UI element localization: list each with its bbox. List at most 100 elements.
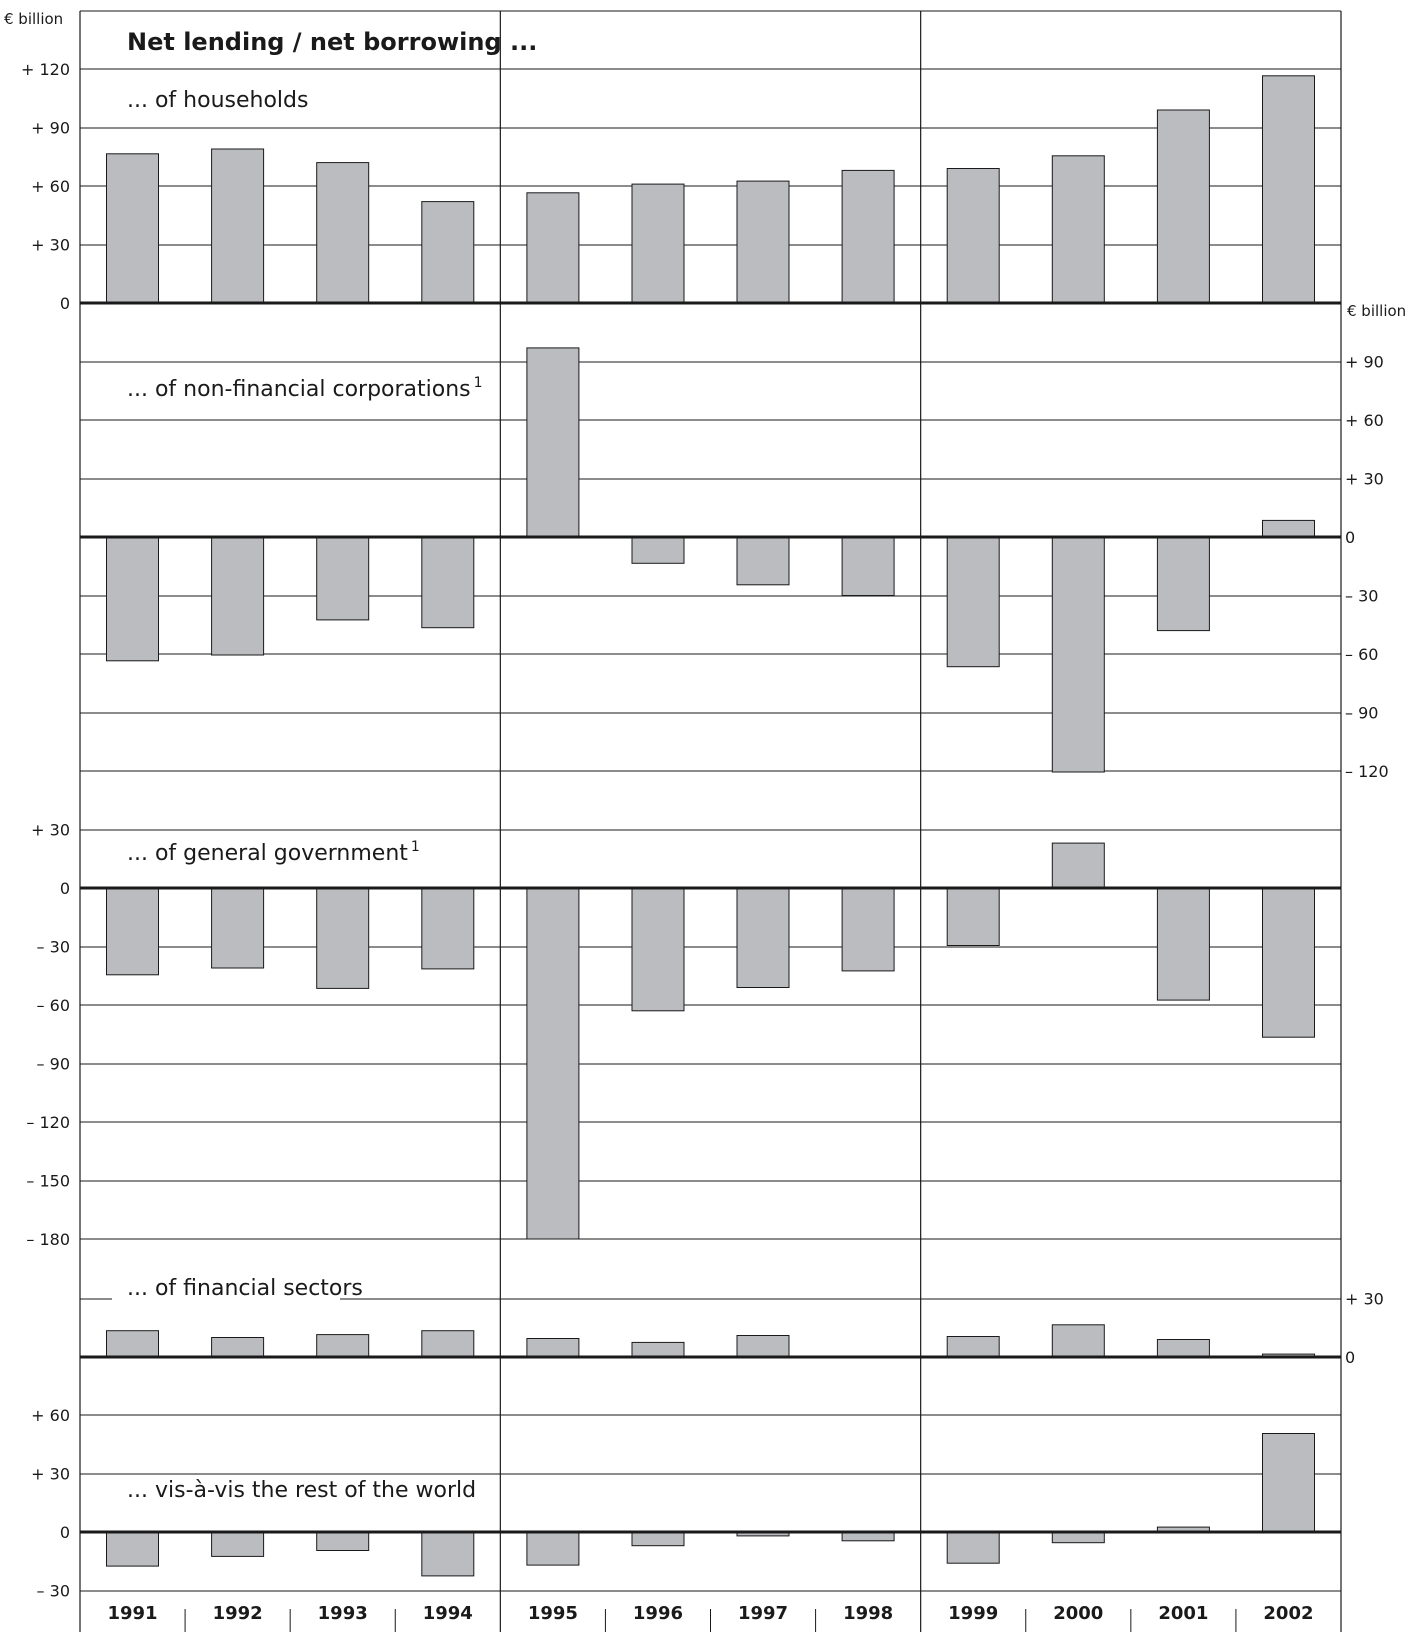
bar-4-1992 [211, 1531, 265, 1557]
bar-2-1999 [946, 887, 1000, 946]
bar-3-1992 [211, 1337, 265, 1358]
year-label: 1994 [423, 1603, 473, 1624]
bar-0-1991 [106, 153, 159, 304]
footnote-marker: 1 [411, 839, 420, 855]
bar-1-2002 [1262, 519, 1315, 538]
tick-label: + 120 [21, 60, 70, 79]
gridlines [80, 10, 1341, 1592]
panel-title: ... of financial sectors [127, 1276, 363, 1301]
bar-1-1998 [841, 536, 895, 596]
chart-title: Net lending / net borrowing ... [127, 28, 537, 56]
tick-label: – 90 [37, 1055, 70, 1074]
bar-4-1995 [526, 1531, 580, 1566]
tick-label: – 30 [37, 1582, 70, 1601]
bar-0-1992 [211, 148, 265, 304]
tick-label: + 30 [31, 236, 70, 255]
tick-label: – 30 [37, 938, 70, 957]
tick-label: + 30 [1345, 470, 1384, 489]
bar-0-1996 [631, 183, 685, 304]
bar-1-1997 [736, 536, 790, 586]
panel-title: ... of households [127, 88, 308, 113]
year-label: 2001 [1158, 1603, 1208, 1624]
bar-0-1998 [841, 169, 895, 304]
chart-frame [79, 11, 1342, 1632]
bar-1-2001 [1156, 536, 1210, 632]
bar-3-1999 [946, 1336, 1000, 1358]
bar-3-2001 [1156, 1339, 1210, 1358]
bar-2-1997 [736, 887, 790, 988]
bar-2-1998 [841, 887, 895, 972]
year-label: 1998 [843, 1603, 893, 1624]
panel-title: ... of general government 1 [127, 839, 420, 866]
tick-label: – 90 [1345, 704, 1378, 723]
bar-2-2002 [1262, 887, 1315, 1038]
unit-label-right: € billion [1347, 302, 1406, 320]
bar-3-1994 [421, 1330, 475, 1358]
tick-label: – 120 [1345, 762, 1389, 781]
labels: Net lending / net borrowing ... € billio… [4, 10, 1406, 1624]
bar-2-2001 [1156, 887, 1210, 1001]
tick-label: – 30 [1345, 587, 1378, 606]
title-backing [112, 1275, 340, 1305]
bar-0-1995 [526, 192, 580, 304]
bar-4-1994 [421, 1531, 475, 1577]
bar-0-1993 [316, 162, 370, 304]
bar-1-1992 [211, 536, 265, 656]
bar-3-1996 [631, 1341, 685, 1358]
tick-label: 0 [60, 294, 70, 313]
bar-3-1995 [526, 1338, 580, 1358]
panel-title: ... of non-financial corporations 1 [127, 375, 483, 402]
bar-2-1994 [421, 887, 475, 970]
bar-0-2000 [1051, 155, 1105, 304]
tick-label: + 60 [1345, 411, 1384, 430]
bar-3-1993 [316, 1334, 370, 1358]
bars [106, 75, 1315, 1577]
bar-2-1993 [316, 887, 370, 989]
year-label: 2000 [1053, 1603, 1103, 1624]
tick-label: – 60 [1345, 645, 1378, 664]
year-label: 2002 [1263, 1603, 1313, 1624]
bar-1-1995 [526, 347, 580, 538]
bar-1-2000 [1051, 536, 1105, 773]
bar-0-2001 [1156, 109, 1210, 304]
bar-1-1999 [946, 536, 1000, 668]
bar-4-2002 [1262, 1433, 1315, 1533]
bar-2-1991 [106, 887, 159, 976]
bar-3-1997 [736, 1335, 790, 1358]
bar-4-2000 [1051, 1531, 1105, 1544]
bar-1-1993 [316, 536, 370, 621]
tick-label: – 180 [26, 1230, 70, 1249]
bar-3-2000 [1051, 1324, 1105, 1358]
bar-0-1997 [736, 180, 790, 304]
tick-label: – 150 [26, 1172, 70, 1191]
tick-label: 0 [1345, 1348, 1355, 1367]
year-label: 1999 [948, 1603, 998, 1624]
tick-label: + 60 [31, 1406, 70, 1425]
bar-4-1996 [631, 1531, 685, 1547]
tick-label: 0 [60, 1523, 70, 1542]
year-label: 1991 [107, 1603, 157, 1624]
tick-label: + 30 [31, 1465, 70, 1484]
footnote-marker: 1 [474, 375, 483, 391]
tick-label: + 90 [1345, 353, 1384, 372]
tick-label: + 30 [31, 821, 70, 840]
tick-label: + 90 [31, 119, 70, 138]
bar-1-1996 [631, 536, 685, 564]
year-label: 1993 [318, 1603, 368, 1624]
unit-label-left: € billion [4, 10, 63, 28]
bar-3-1991 [106, 1330, 159, 1358]
bar-0-1999 [946, 168, 1000, 304]
year-label: 1997 [738, 1603, 788, 1624]
tick-label: – 60 [37, 996, 70, 1015]
tick-label: – 120 [26, 1113, 70, 1132]
tick-label: + 60 [31, 177, 70, 196]
year-label: 1995 [528, 1603, 578, 1624]
bar-2-2000 [1051, 842, 1105, 889]
bar-4-1991 [106, 1531, 159, 1567]
bar-1-1994 [421, 536, 475, 629]
bar-0-1994 [421, 201, 475, 304]
bar-2-1995 [526, 887, 580, 1240]
tick-label: 0 [1345, 528, 1355, 547]
bar-2-1996 [631, 887, 685, 1012]
